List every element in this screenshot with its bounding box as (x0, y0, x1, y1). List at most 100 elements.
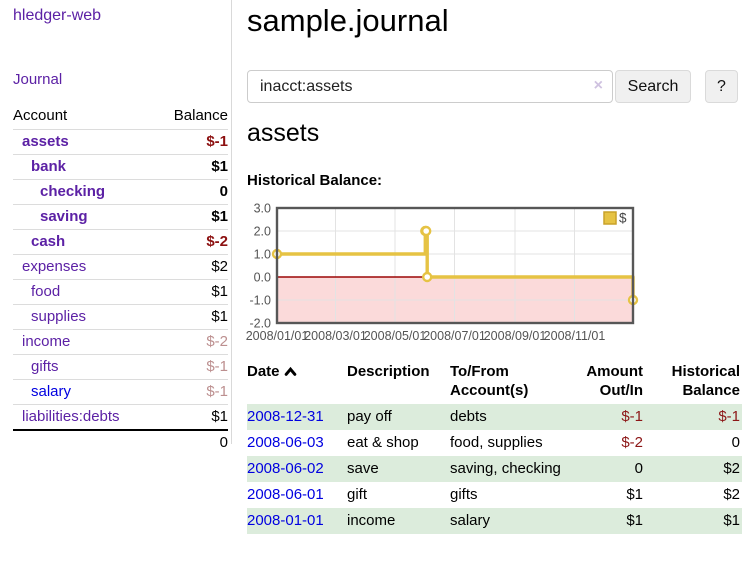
account-row: liabilities:debts $1 (13, 404, 228, 430)
account-link-income[interactable]: income (22, 333, 71, 350)
col-description: Description (347, 363, 430, 380)
account-balance: $1 (155, 304, 228, 330)
clear-search-icon[interactable]: × (593, 77, 603, 94)
account-row: supplies $1 (13, 304, 228, 330)
transaction-balance: 0 (731, 434, 740, 451)
svg-text:2008/09/01: 2008/09/01 (484, 329, 547, 343)
col-amount: Amount Out/In (586, 363, 643, 399)
transaction-amount: $-2 (621, 434, 643, 451)
account-balance: $-1 (155, 129, 228, 155)
account-row: income $-2 (13, 329, 228, 355)
account-link-expenses[interactable]: expenses (22, 258, 87, 275)
table-row: 2008-06-02 save saving, checking 0 $2 (247, 456, 742, 482)
search-box: × (247, 70, 613, 103)
col-date[interactable]: Date (247, 360, 347, 404)
table-row: 2008-06-01 gift gifts $1 $2 (247, 482, 742, 508)
transaction-date-link[interactable]: 2008-06-03 (247, 434, 324, 451)
transaction-accounts: saving, checking (450, 460, 561, 477)
transaction-date-link[interactable]: 2008-06-01 (247, 486, 324, 503)
accounts-header-row: Account Balance (13, 105, 228, 130)
svg-text:2008/07/01: 2008/07/01 (423, 329, 486, 343)
help-button[interactable]: ? (705, 70, 738, 103)
transaction-accounts: debts (450, 408, 487, 425)
transaction-date-link[interactable]: 2008-06-02 (247, 460, 324, 477)
sidebar: hledger-web Journal Account Balance asse… (0, 0, 232, 455)
historical-balance-chart: $3.0 2.0 1.0 0.0 -1.0 -2.02008/01/012008/03/0… (246, 202, 639, 343)
transaction-description: pay off (347, 408, 392, 425)
transaction-balance: $2 (723, 460, 740, 477)
account-row: checking 0 (13, 179, 228, 205)
register-header-row: Date Description To/From Account(s) Amou… (247, 360, 742, 404)
account-balance: $-1 (155, 379, 228, 405)
accounts-total-row: 0 (13, 429, 228, 455)
transaction-description: eat & shop (347, 434, 419, 451)
col-accounts: To/From Account(s) (450, 363, 529, 399)
accounts-header-account: Account (13, 107, 68, 124)
account-link-cash[interactable]: cash (31, 233, 66, 250)
svg-text:3.0: 3.0 (254, 202, 271, 216)
search-form: × Search ? (247, 70, 742, 103)
transaction-accounts: salary (450, 512, 491, 529)
transaction-date-link[interactable]: 2008-12-31 (247, 408, 324, 425)
account-balance: $1 (155, 204, 228, 230)
transaction-balance: $2 (723, 486, 740, 503)
sort-asc-icon (284, 366, 296, 376)
transaction-description: gift (347, 486, 368, 503)
account-balance: $1 (155, 404, 228, 430)
page-title: sample.journal (247, 3, 449, 38)
account-balance: $2 (155, 254, 228, 280)
svg-text:2008/05/01: 2008/05/01 (364, 329, 427, 343)
sidebar-item-journal[interactable]: Journal (13, 71, 63, 88)
col-balance: Historical Balance (671, 363, 740, 399)
account-balance: $-2 (155, 229, 228, 255)
app-brand-link[interactable]: hledger-web (13, 7, 102, 24)
account-link-checking[interactable]: checking (40, 183, 106, 200)
svg-text:-1.0: -1.0 (249, 294, 271, 308)
account-balance: $1 (155, 279, 228, 305)
account-link-salary[interactable]: salary (31, 383, 72, 400)
account-link-supplies[interactable]: supplies (31, 308, 87, 325)
search-input[interactable] (247, 70, 613, 103)
transaction-accounts: gifts (450, 486, 478, 503)
account-balance: $-1 (155, 354, 228, 380)
svg-text:2008/03/01: 2008/03/01 (304, 329, 367, 343)
transaction-balance: $1 (723, 512, 740, 529)
search-button[interactable]: Search (615, 70, 691, 103)
account-link-saving[interactable]: saving (40, 208, 88, 225)
transaction-amount: 0 (634, 460, 643, 477)
account-link-food[interactable]: food (31, 283, 61, 300)
transaction-balance: $-1 (718, 408, 740, 425)
account-balance: $-2 (155, 329, 228, 355)
transaction-date-link[interactable]: 2008-01-01 (247, 512, 324, 529)
transaction-accounts: food, supplies (450, 434, 543, 451)
account-link-assets[interactable]: assets (22, 133, 69, 150)
account-heading: assets (247, 119, 320, 147)
svg-text:2.0: 2.0 (254, 225, 271, 239)
chart-title: Historical Balance: (247, 172, 383, 189)
svg-text:2008/01/01: 2008/01/01 (246, 329, 309, 343)
account-row: expenses $2 (13, 254, 228, 280)
transaction-amount: $1 (626, 512, 643, 529)
transaction-amount: $1 (626, 486, 643, 503)
col-date-label: Date (247, 363, 280, 380)
table-row: 2008-06-03 eat & shop food, supplies $-2 0 (247, 430, 742, 456)
svg-text:2008/11/01: 2008/11/01 (544, 329, 606, 343)
account-link-liabilities-debts[interactable]: liabilities:debts (22, 408, 120, 425)
table-row: 2008-12-31 pay off debts $-1 $-1 (247, 404, 742, 430)
account-link-gifts[interactable]: gifts (31, 358, 59, 375)
register-table: Date Description To/From Account(s) Amou… (247, 360, 742, 534)
accounts-table: Account Balance assets $-1 bank $1 checking 0… (13, 105, 228, 455)
accounts-header-balance: Balance (173, 107, 228, 124)
account-row: gifts $-1 (13, 354, 228, 380)
account-balance: $1 (155, 154, 228, 180)
table-row: 2008-01-01 income salary $1 $1 (247, 508, 742, 534)
account-link-bank[interactable]: bank (31, 158, 67, 175)
transaction-description: income (347, 512, 396, 529)
account-row: food $1 (13, 279, 228, 305)
accounts-total-value: 0 (155, 429, 228, 455)
transaction-amount: $-1 (621, 408, 643, 425)
transaction-description: save (347, 460, 379, 477)
account-row: cash $-2 (13, 229, 228, 255)
svg-text:1.0: 1.0 (254, 248, 271, 262)
